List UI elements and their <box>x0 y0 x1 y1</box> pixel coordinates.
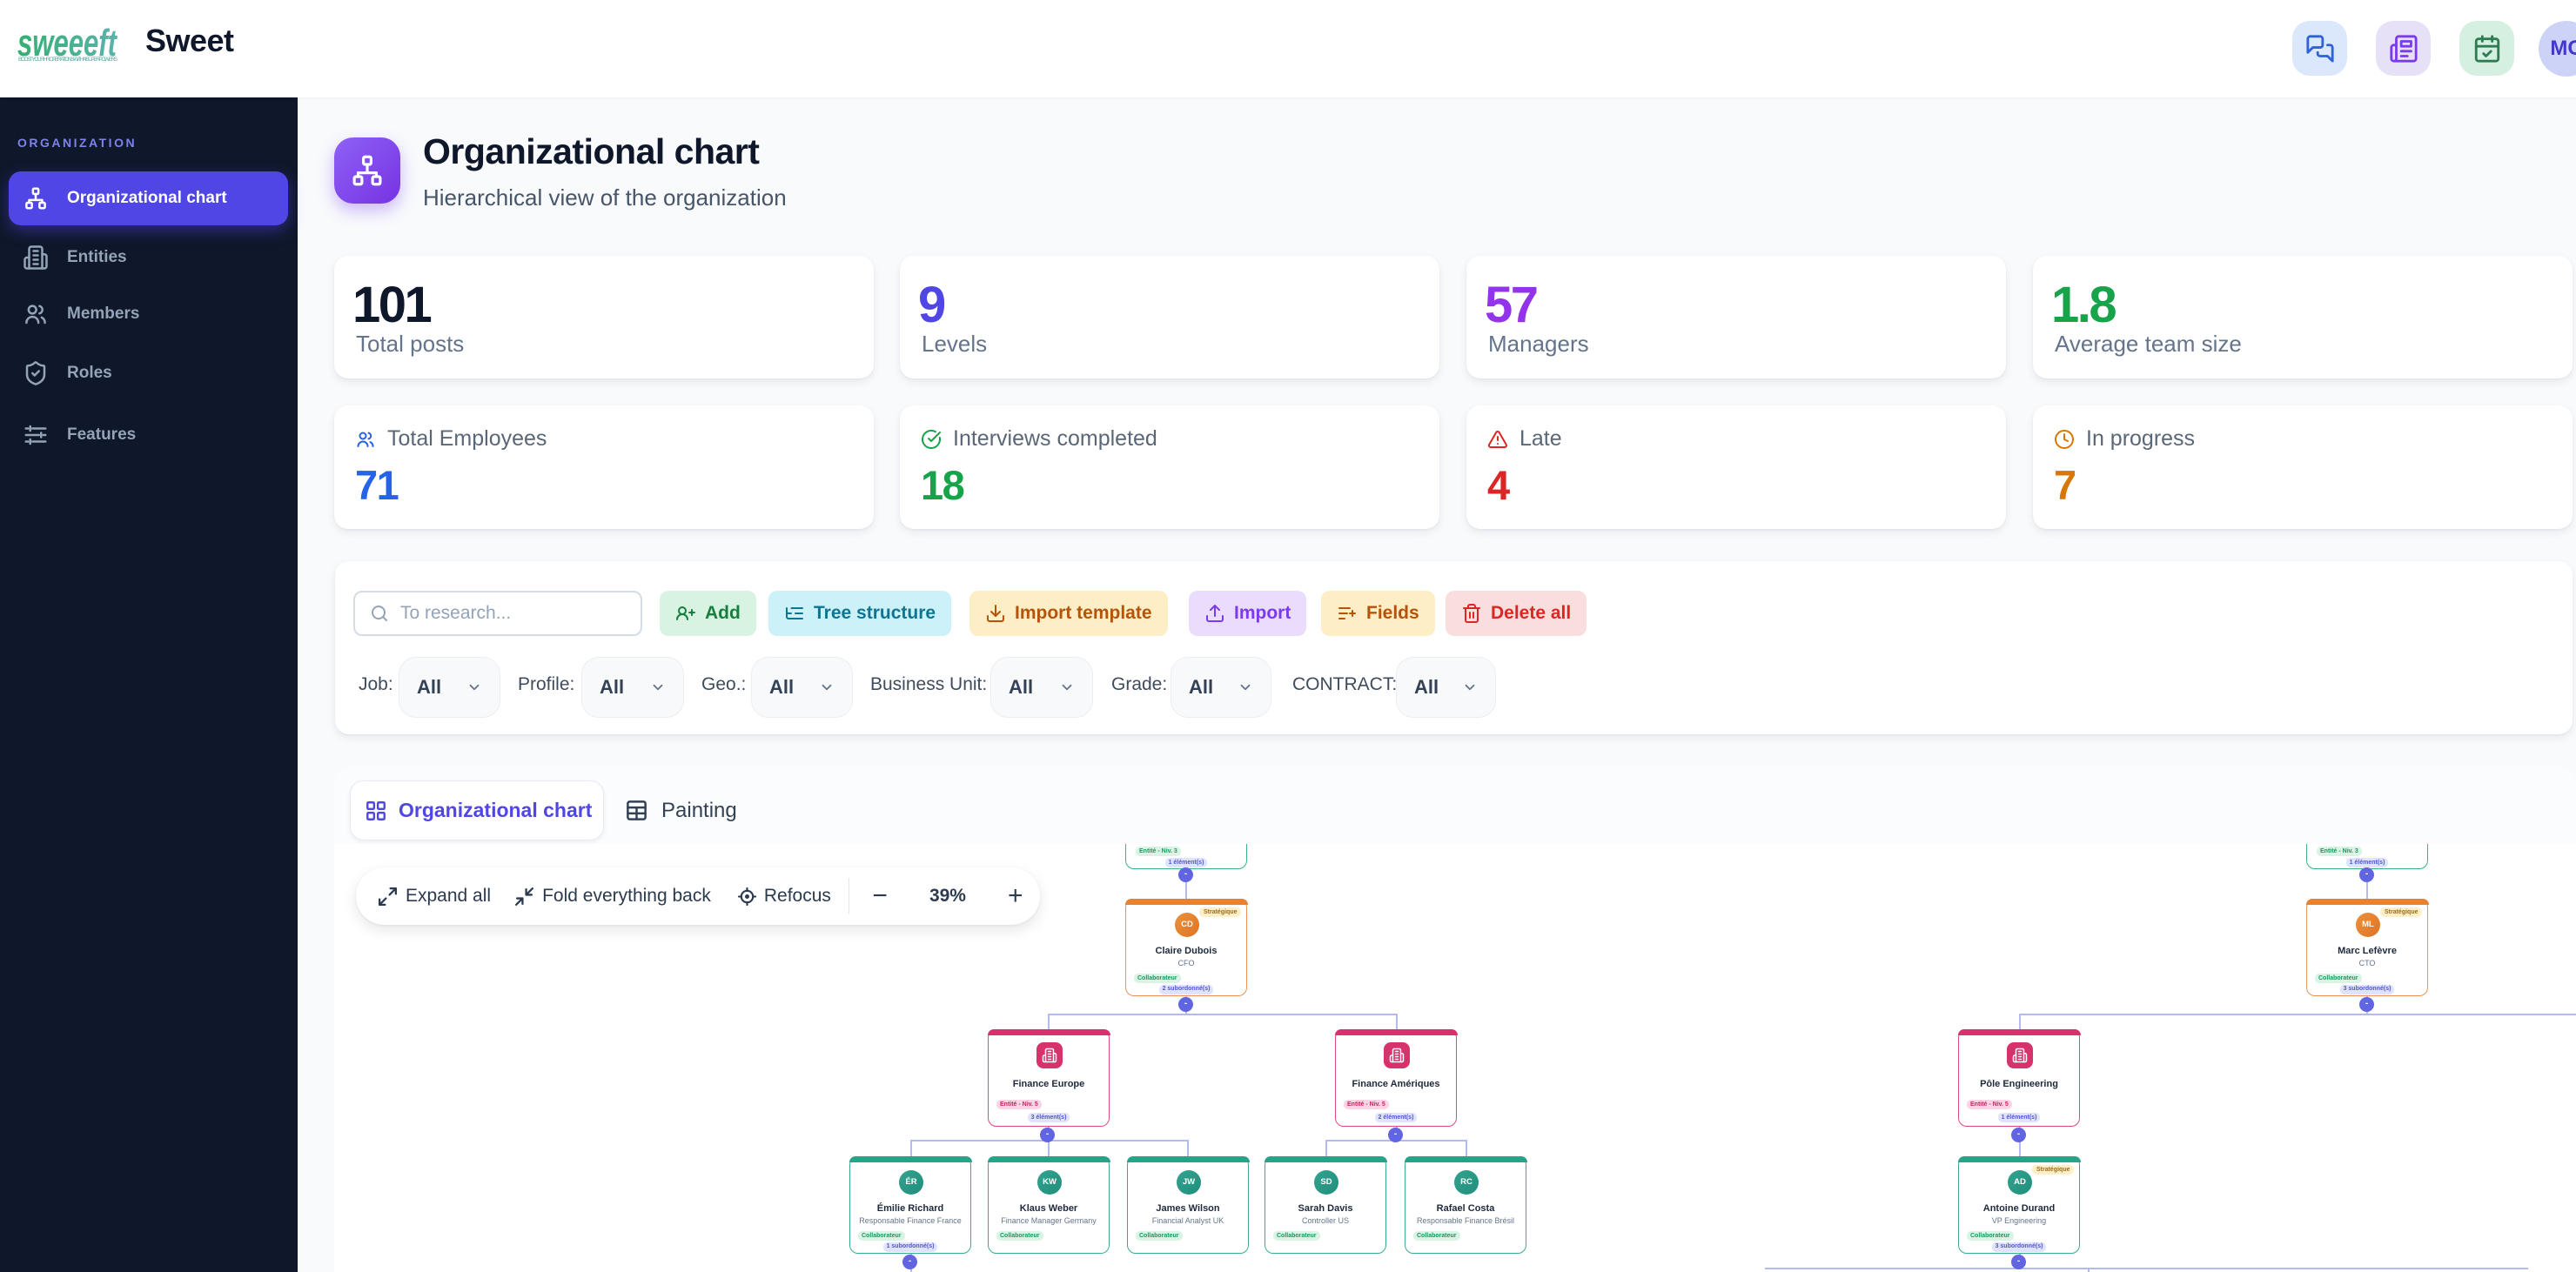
svg-text:BOOST YOUR HR OPERATIONS WITH: BOOST YOUR HR OPERATIONS WITH AI SUPERPO… <box>18 57 118 63</box>
svg-text:sweeeft: sweeeft <box>17 22 118 64</box>
